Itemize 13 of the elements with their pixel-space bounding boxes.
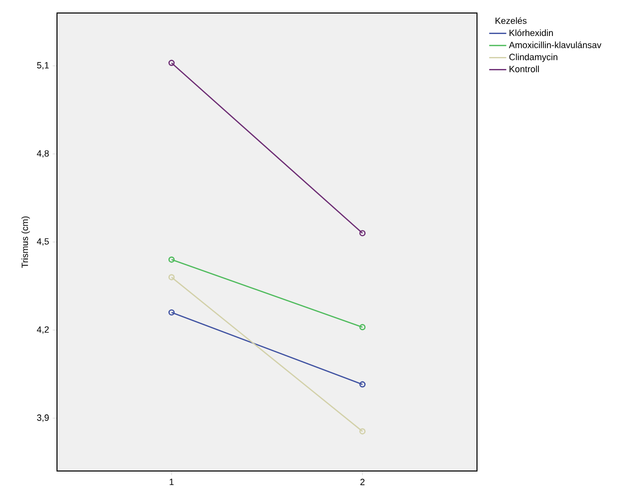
legend-label: Amoxicillin-klavulánsav bbox=[508, 41, 602, 48]
y-tick-label: 4,8 bbox=[36, 150, 49, 158]
y-tick-label: 4,2 bbox=[36, 326, 49, 334]
y-tick-label: 3,9 bbox=[37, 414, 49, 422]
y-axis-title: Trismus (cm) bbox=[21, 216, 30, 268]
y-tick-label: 4,5 bbox=[36, 238, 49, 246]
legend-title: Kezelés bbox=[496, 17, 527, 24]
legend-label: Clindamycin bbox=[509, 54, 558, 62]
legend-label: Kontroll bbox=[510, 66, 539, 72]
legend-label: Klórhexidin bbox=[510, 29, 553, 36]
y-tick-label: 5,1 bbox=[37, 62, 49, 70]
x-tick-label: 1 bbox=[170, 478, 174, 485]
x-tick-label: 2 bbox=[360, 478, 364, 486]
